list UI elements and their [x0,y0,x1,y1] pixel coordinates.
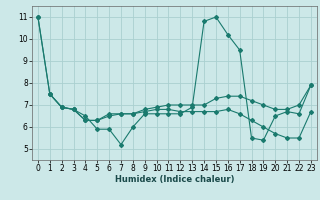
X-axis label: Humidex (Indice chaleur): Humidex (Indice chaleur) [115,175,234,184]
